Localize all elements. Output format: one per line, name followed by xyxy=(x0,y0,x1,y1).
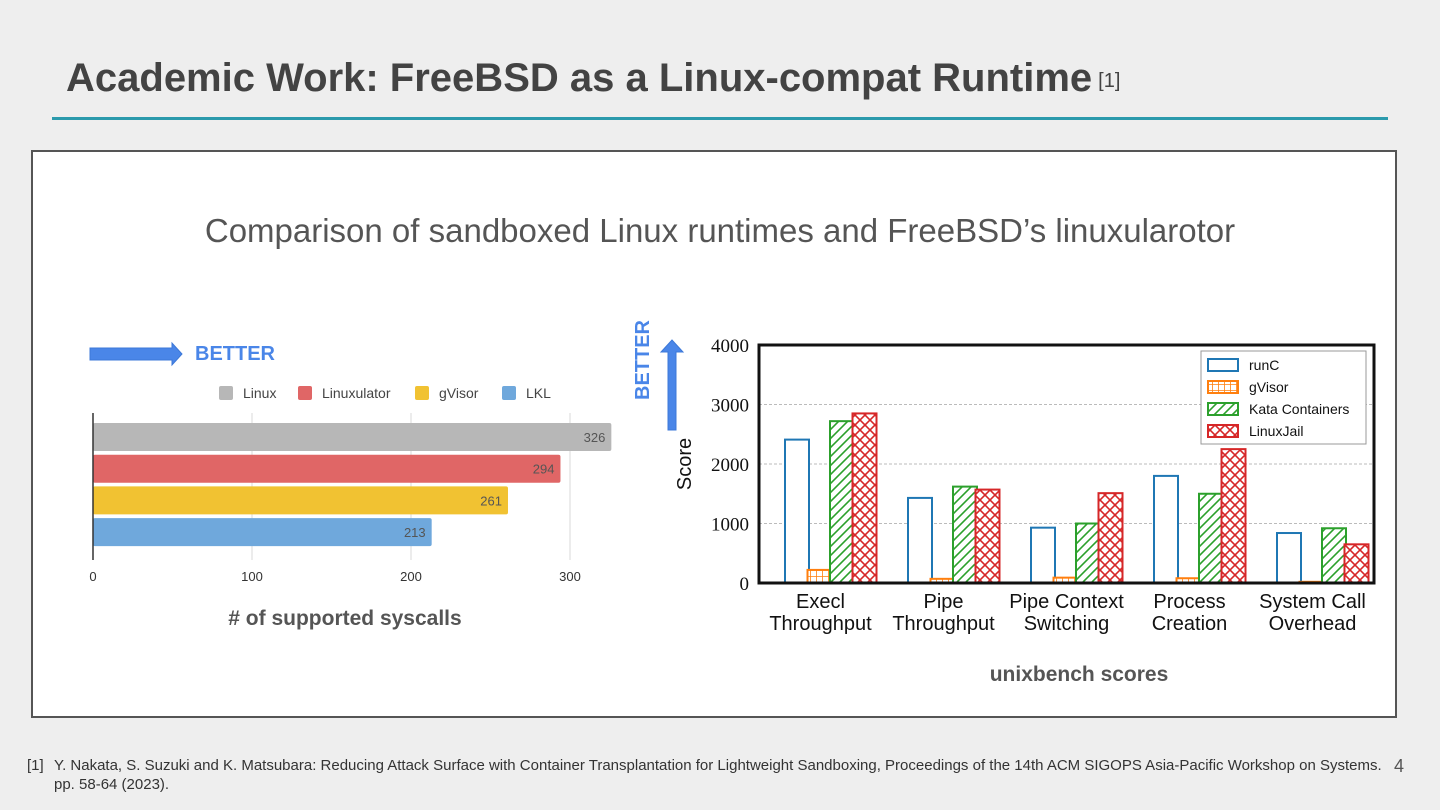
slide-title: Academic Work: FreeBSD as a Linux-compat… xyxy=(66,56,1120,101)
legend-label-gvisor: gVisor xyxy=(1249,379,1289,395)
tick-label-y-2000: 2000 xyxy=(711,455,749,476)
category-label-1-0: Pipe xyxy=(923,591,963,613)
legend-label-kata-containers: Kata Containers xyxy=(1249,401,1349,417)
x-axis-title: # of supported syscalls xyxy=(228,607,461,630)
bar-linuxjail-2 xyxy=(1097,492,1124,584)
slide-title-text: Academic Work: FreeBSD as a Linux-compat… xyxy=(66,56,1093,100)
category-label-3-0: Process xyxy=(1153,591,1225,613)
better-label-vertical: BETTER xyxy=(632,319,654,400)
category-label-2-0: Pipe Context xyxy=(1009,591,1124,613)
category-label-0-0: Execl xyxy=(796,591,845,613)
bar-kata-containers-0 xyxy=(829,420,855,584)
bar-kata-containers-1 xyxy=(952,485,978,584)
bar-runc-2 xyxy=(1030,526,1056,584)
legend-swatch-linuxjail xyxy=(1207,424,1239,438)
legend-swatch-kata-containers xyxy=(1207,402,1239,416)
category-label-0-1: Throughput xyxy=(769,613,872,635)
data-label-gvisor: 261 xyxy=(480,493,502,508)
footnote-number: [1] xyxy=(27,757,44,774)
bar-runc-3 xyxy=(1153,474,1179,584)
bar-gvisor-0 xyxy=(806,568,833,584)
bar-linuxjail-0 xyxy=(851,412,878,584)
data-label-linux: 326 xyxy=(584,430,606,445)
category-label-3-1: Creation xyxy=(1152,613,1228,635)
legend-label-linux: Linux xyxy=(243,385,276,401)
tick-label-y-3000: 3000 xyxy=(711,396,749,417)
tick-label-y-4000: 4000 xyxy=(711,336,749,357)
legend-swatch-lkl xyxy=(502,386,516,400)
bar-linuxjail-3 xyxy=(1220,448,1247,584)
unixbench-bar-chart: BETTERScore01000200030004000ExeclThrough… xyxy=(632,319,1376,686)
bar-linux xyxy=(93,423,612,451)
category-label-2-1: Switching xyxy=(1024,613,1110,635)
legend-swatch-runc xyxy=(1207,358,1239,372)
bar-kata-containers-2 xyxy=(1075,522,1101,584)
legend-label-lkl: LKL xyxy=(526,385,551,401)
tick-label-x-100: 100 xyxy=(241,569,263,584)
category-label-4-0: System Call xyxy=(1259,591,1366,613)
legend-label-linuxulator: Linuxulator xyxy=(322,385,391,401)
category-label-4-1: Overhead xyxy=(1269,613,1357,635)
bar-kata-containers-4 xyxy=(1321,527,1347,585)
legend-label-runc: runC xyxy=(1249,357,1279,373)
tick-label-y-1000: 1000 xyxy=(711,515,749,536)
tick-label-x-0: 0 xyxy=(89,569,96,584)
tick-label-x-200: 200 xyxy=(400,569,422,584)
chart-caption: unixbench scores xyxy=(990,663,1169,686)
bar-kata-containers-3 xyxy=(1198,492,1224,584)
better-label: BETTER xyxy=(195,343,276,365)
page-number: 4 xyxy=(1394,756,1405,776)
legend-label-linuxjail: LinuxJail xyxy=(1249,423,1303,439)
y-axis-title: Score xyxy=(674,438,696,490)
bar-runc-4 xyxy=(1276,532,1302,585)
better-arrow-up xyxy=(659,339,685,431)
figure-subtitle: Comparison of sandboxed Linux runtimes a… xyxy=(204,212,1236,249)
bar-lkl xyxy=(93,518,432,547)
bar-linuxjail-4 xyxy=(1343,543,1370,585)
legend-swatch-gvisor xyxy=(415,386,429,400)
category-label-1-1: Throughput xyxy=(892,613,995,635)
footnote: [1] Y. Nakata, S. Suzuki and K. Matsubar… xyxy=(27,756,1387,794)
better-arrow-right xyxy=(89,341,183,367)
legend-swatch-linuxulator xyxy=(298,386,312,400)
title-reference: [1] xyxy=(1098,70,1121,92)
data-label-lkl: 213 xyxy=(404,525,426,540)
bar-runc-0 xyxy=(784,438,810,585)
tick-label-y-0: 0 xyxy=(740,574,750,595)
legend-label-gvisor: gVisor xyxy=(439,385,479,401)
bar-linuxulator xyxy=(93,454,561,483)
data-label-linuxulator: 294 xyxy=(533,462,555,477)
syscall-bar-chart: BETTER Linux Linuxulator gVisor LKL 0 100 200 30… xyxy=(89,341,612,630)
legend-swatch-gvisor xyxy=(1207,380,1239,394)
bar-runc-1 xyxy=(907,496,933,585)
title-underline xyxy=(52,117,1388,120)
bar-linuxjail-1 xyxy=(974,488,1001,584)
legend-swatch-linux xyxy=(219,386,233,400)
plot-frame xyxy=(757,343,1376,585)
footnote-text: Y. Nakata, S. Suzuki and K. Matsubara: R… xyxy=(54,757,1382,793)
tick-label-x-300: 300 xyxy=(559,569,581,584)
bar-gvisor xyxy=(93,486,508,515)
